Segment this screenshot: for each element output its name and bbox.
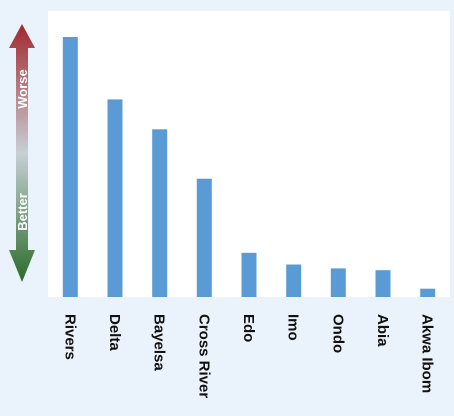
x-tick-label: Edo [240,314,257,342]
bar-cross-river [196,178,212,297]
x-tick-label: Rivers [61,314,78,360]
x-tick-label: Abia [374,314,391,347]
scale-label-better: Better [15,193,30,231]
scale-arrow: Worse Better [9,24,35,282]
scale-arrow-shape [9,24,35,282]
bar-akwa-ibom [420,288,436,297]
bar-edo [241,252,257,297]
bar-ondo [330,268,346,297]
bar-abia [375,270,391,297]
x-tick-label: Imo [285,314,302,341]
x-tick-label: Bayelsa [151,314,168,371]
bar-delta [107,99,123,298]
bar-rivers [62,37,78,297]
bars [62,37,436,298]
x-tick-label: Ondo [329,314,346,353]
x-tick-label: Akwa Ibom [419,314,436,393]
x-tick-labels: Rivers Delta Bayelsa Cross River Edo Imo Ondo A… [61,314,435,398]
x-tick-label: Delta [106,314,123,351]
x-tick-label: Cross River [195,314,212,398]
bar-imo [286,264,302,297]
bar-bayelsa [152,129,168,297]
scale-label-worse: Worse [15,69,30,109]
